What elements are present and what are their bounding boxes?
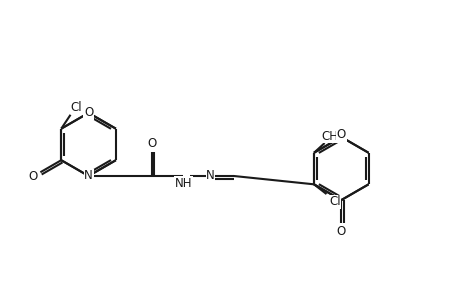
Text: O: O	[336, 128, 345, 141]
Text: O: O	[336, 225, 345, 238]
Text: O: O	[28, 170, 38, 183]
Text: N: N	[84, 169, 93, 182]
Text: Cl: Cl	[71, 101, 82, 114]
Text: Cl: Cl	[328, 195, 340, 208]
Text: O: O	[84, 106, 93, 119]
Text: O: O	[147, 137, 156, 150]
Text: N: N	[206, 169, 214, 182]
Text: NH: NH	[174, 177, 191, 190]
Text: CH₃: CH₃	[321, 130, 343, 142]
